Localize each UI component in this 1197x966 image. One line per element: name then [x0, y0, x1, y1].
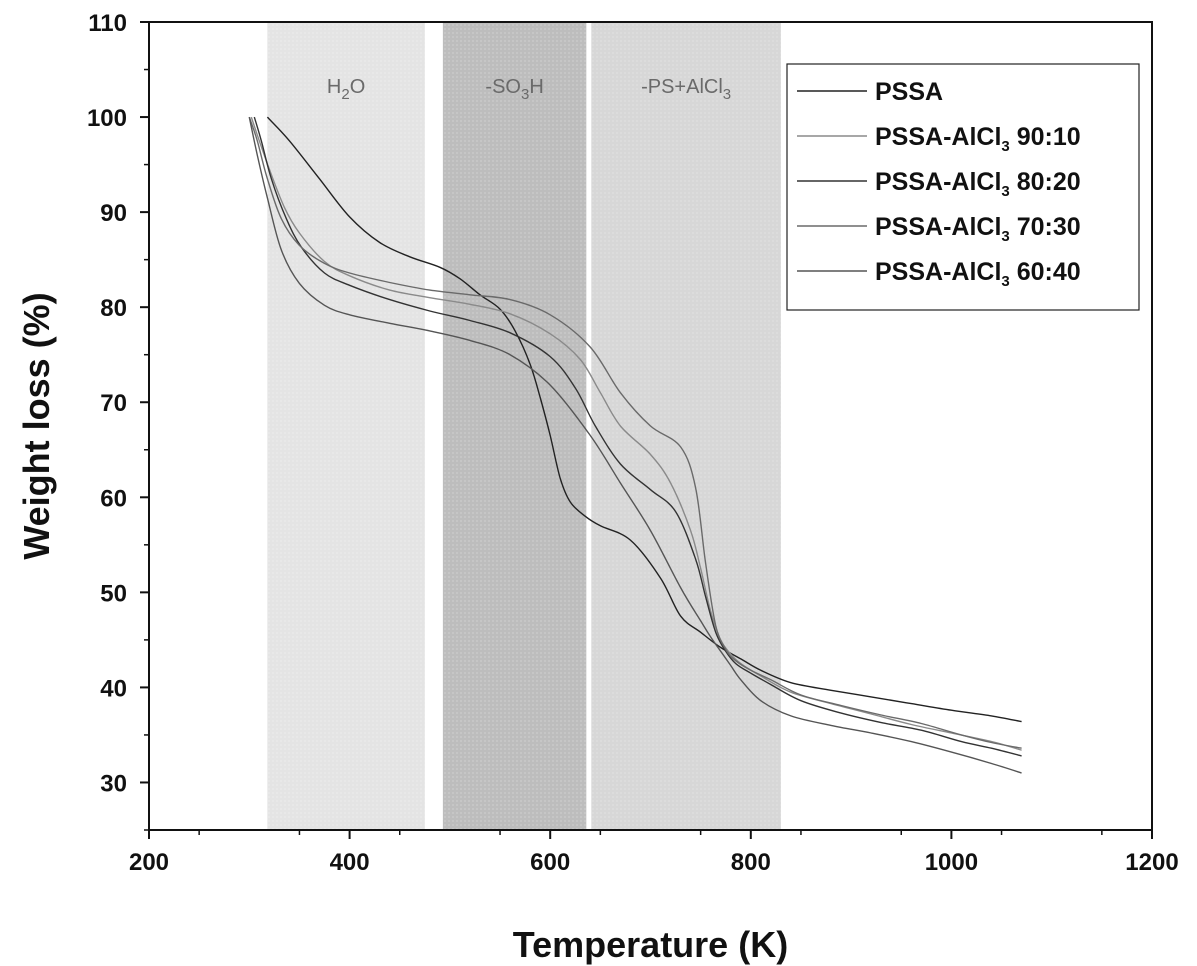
series-lines [248, 116, 1022, 774]
legend-label-tail: 80:20 [1010, 168, 1081, 196]
y-tick-label: 30 [100, 770, 127, 797]
y-tick-label: 40 [100, 675, 127, 702]
legend-label: PSSA [875, 78, 943, 106]
region-label: -PS+AlCl3 [641, 76, 731, 103]
legend-label-main: PSSA-AlCl [875, 258, 1001, 286]
region-label-sub: 3 [521, 86, 529, 103]
region-label: H2O [327, 76, 365, 103]
series-line-4 [248, 116, 1022, 749]
legend-label-main: PSSA-AlCl [875, 213, 1001, 241]
region-label: -SO3H [485, 76, 543, 103]
y-tick-label: 60 [100, 485, 127, 512]
y-tick-label: 80 [100, 295, 127, 322]
axis-ticks [140, 21, 1153, 839]
legend-label-main: PSSA-AlCl [875, 168, 1001, 196]
region-label-sub: 2 [341, 86, 349, 103]
legend-label-tail: 70:30 [1010, 213, 1081, 241]
region-label-sub: 3 [723, 86, 731, 103]
plot-area [148, 21, 1153, 831]
legend-label-sub: 3 [1001, 183, 1009, 200]
x-tick-label: 600 [530, 849, 570, 876]
region-label-tail: H [529, 76, 543, 98]
y-axis-title: Weight loss (%) [16, 292, 57, 559]
legend-label-main: PSSA [875, 78, 943, 106]
series-line-5 [248, 116, 1022, 774]
x-tick-label: 800 [731, 849, 771, 876]
y-tick-label: 70 [100, 390, 127, 417]
legend-label-tail: 60:40 [1010, 258, 1081, 286]
x-axis-title: Temperature (K) [513, 924, 788, 965]
legend-label: PSSA-AlCl3 60:40 [875, 258, 1081, 290]
region-band-texture [442, 22, 587, 830]
legend-label-sub: 3 [1001, 273, 1009, 290]
region-label-main: -PS+AlCl [641, 76, 723, 98]
region-band-texture [591, 22, 781, 830]
legend-label: PSSA-AlCl3 90:10 [875, 123, 1081, 155]
region-label-main: H [327, 76, 341, 98]
y-tick-label: 100 [87, 105, 127, 132]
y-tick-label: 50 [100, 580, 127, 607]
x-tick-label: 1000 [925, 849, 978, 876]
plot-border [148, 21, 1153, 831]
region-label-main: -SO [485, 76, 521, 98]
legend-box [786, 63, 1140, 311]
region-band-texture [267, 22, 425, 830]
series-line-1 [266, 116, 1022, 723]
series-line-3 [253, 116, 1022, 757]
legend-label: PSSA-AlCl3 80:20 [875, 168, 1081, 200]
x-tick-label: 400 [330, 849, 370, 876]
x-tick-label: 200 [129, 849, 169, 876]
x-tick-label: 1200 [1125, 849, 1178, 876]
y-tick-label: 110 [88, 10, 127, 37]
legend-label-main: PSSA-AlCl [875, 123, 1001, 151]
legend-label-sub: 3 [1001, 228, 1009, 245]
legend-label-tail: 90:10 [1010, 123, 1081, 151]
legend-label-sub: 3 [1001, 138, 1009, 155]
y-tick-label: 90 [100, 200, 127, 227]
shaded-regions: H2O -SO3H -PS+AlCl3 [267, 22, 781, 830]
region-label-tail: O [350, 76, 366, 98]
legend-label: PSSA-AlCl3 70:30 [875, 213, 1081, 245]
axis-labels: 200 400 600 800 1000 1200 30 40 50 60 70 80 90 100 110 [87, 10, 1179, 876]
